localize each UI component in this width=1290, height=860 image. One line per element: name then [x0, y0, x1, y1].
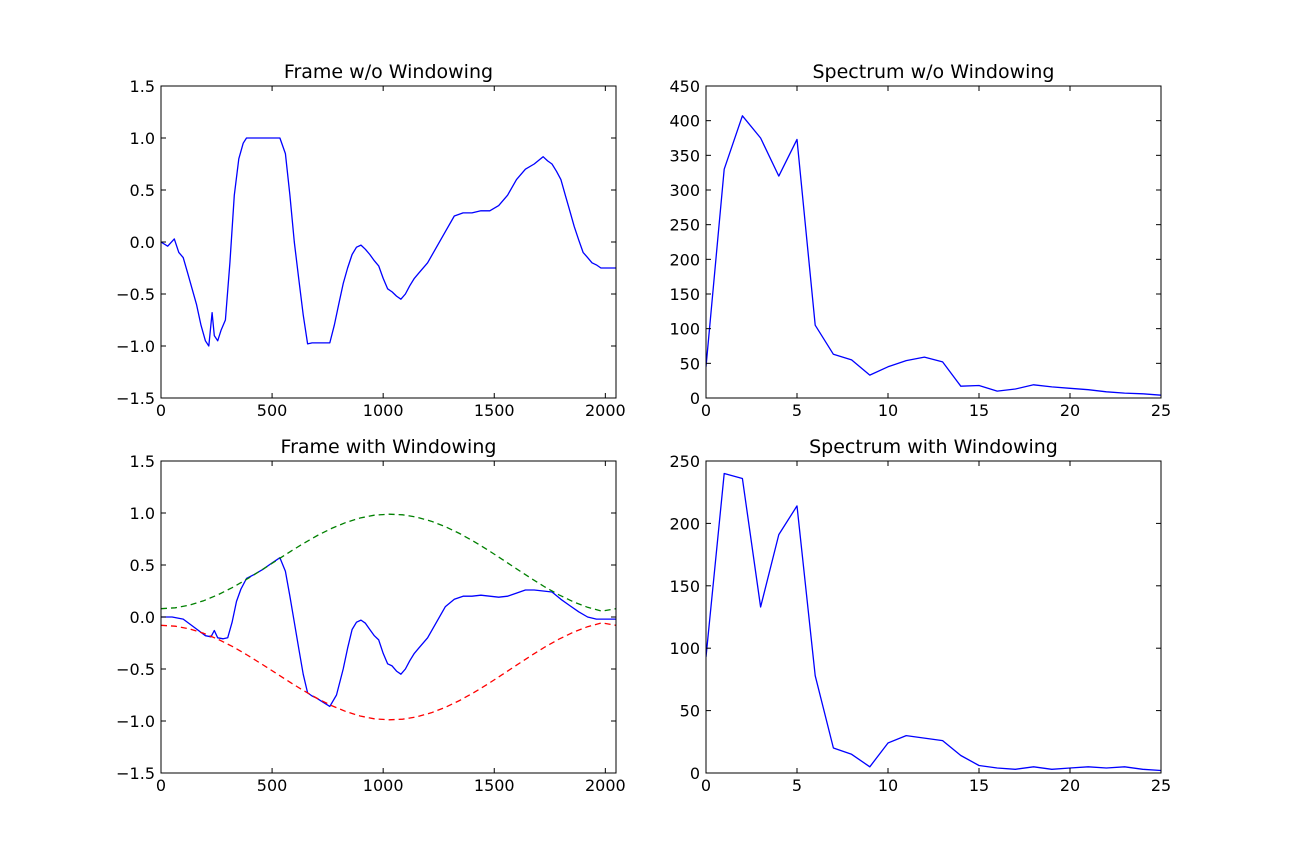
- y-tick-label: 50: [680, 354, 700, 373]
- axes-frame: [705, 460, 1162, 774]
- series-group: [161, 137, 616, 347]
- chart-title: Spectrum with Windowing: [809, 436, 1058, 458]
- x-tick-label: 0: [156, 776, 166, 795]
- y-tick-label: 200: [669, 514, 700, 533]
- y-tick-label: 0.5: [130, 181, 155, 200]
- y-tick-label: 50: [680, 702, 700, 721]
- chart-panel-spectrum-wo-windowing: 0 5 10 15 20 25050100150200250300350400450Spe…: [669, 61, 1171, 420]
- chart-title: Spectrum w/o Windowing: [812, 61, 1054, 83]
- y-tick-label: 450: [669, 77, 700, 96]
- axes-frame: [705, 85, 1162, 399]
- x-tick-label: 20: [1060, 776, 1080, 795]
- y-tick-label: 300: [669, 181, 700, 200]
- axes-frame: [160, 85, 617, 399]
- x-tick-label: 25: [1151, 776, 1171, 795]
- y-tick-label: 0: [690, 389, 700, 408]
- y-tick-label: 1.0: [130, 129, 155, 148]
- series-line-1: [161, 513, 616, 612]
- chart-title: Frame with Windowing: [281, 436, 497, 458]
- series-line-2: [161, 622, 616, 721]
- axes-frame: [160, 460, 617, 774]
- series-line-0: [706, 472, 1161, 772]
- y-tick-label: 100: [669, 320, 700, 339]
- y-tick-label: 0.5: [130, 556, 155, 575]
- x-tick-label: 0: [156, 401, 166, 420]
- series-group: [706, 115, 1161, 396]
- series-line-0: [706, 115, 1161, 396]
- x-tick-label: 1000: [363, 776, 404, 795]
- chart-panel-frame-with-windowing: 0 500 1000 1500 2000 −1.5 −1.0 −0.5 0.0 0.5 1.0 1.5…: [116, 436, 626, 795]
- chart-title: Frame w/o Windowing: [284, 61, 493, 83]
- x-tick-label: 5: [792, 401, 802, 420]
- x-tick-label: 500: [257, 401, 288, 420]
- x-tick-label: 2000: [585, 776, 626, 795]
- y-tick-label: 200: [669, 250, 700, 269]
- x-tick-label: 0: [701, 776, 711, 795]
- series-line-0: [161, 557, 616, 708]
- x-tick-label: 1000: [363, 401, 404, 420]
- y-tick-label: 250: [669, 216, 700, 235]
- y-tick-label: 150: [669, 577, 700, 596]
- chart-panel-frame-wo-windowing: 0 500 1000 1500 2000 −1.5 −1.0 −0.5 0.0 0.5 1.0 1.5…: [116, 61, 626, 420]
- x-tick-label: 20: [1060, 401, 1080, 420]
- y-tick-label: 0: [690, 764, 700, 783]
- x-tick-label: 15: [969, 776, 989, 795]
- series-group: [706, 472, 1161, 772]
- x-tick-label: 5: [792, 776, 802, 795]
- y-tick-label: 400: [669, 112, 700, 131]
- y-tick-label: −1.0: [116, 712, 155, 731]
- x-tick-label: 15: [969, 401, 989, 420]
- y-tick-label: −0.5: [116, 660, 155, 679]
- x-tick-label: 1500: [474, 776, 515, 795]
- y-tick-label: 250: [669, 452, 700, 471]
- y-tick-label: −1.5: [116, 389, 155, 408]
- y-tick-label: 150: [669, 285, 700, 304]
- series-line-0: [161, 137, 616, 347]
- x-tick-label: 25: [1151, 401, 1171, 420]
- x-tick-label: 2000: [585, 401, 626, 420]
- y-tick-label: 100: [669, 639, 700, 658]
- y-tick-label: −1.0: [116, 337, 155, 356]
- x-tick-label: 10: [878, 776, 898, 795]
- y-tick-label: 1.5: [130, 77, 155, 96]
- y-tick-label: −1.5: [116, 764, 155, 783]
- x-tick-label: 10: [878, 401, 898, 420]
- y-tick-label: 0.0: [130, 233, 155, 252]
- y-tick-label: 1.0: [130, 504, 155, 523]
- y-tick-label: 0.0: [130, 608, 155, 627]
- series-group: [161, 513, 616, 721]
- y-tick-label: 350: [669, 146, 700, 165]
- y-tick-label: 1.5: [130, 452, 155, 471]
- x-tick-label: 500: [257, 776, 288, 795]
- y-tick-label: −0.5: [116, 285, 155, 304]
- x-tick-label: 1500: [474, 401, 515, 420]
- x-tick-label: 0: [701, 401, 711, 420]
